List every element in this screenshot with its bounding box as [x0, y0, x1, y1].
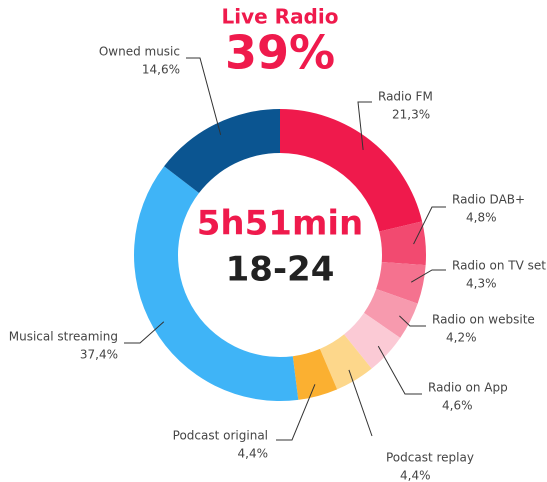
- slice-label: Radio DAB+: [452, 193, 525, 207]
- slice-value-label: 4,6%: [442, 399, 473, 413]
- chart-title: Live Radio: [222, 5, 339, 29]
- leader-line: [410, 269, 446, 283]
- slice-label: Podcast original: [173, 429, 268, 443]
- donut-slice: [319, 334, 372, 390]
- slice-value-label: 14,6%: [142, 63, 180, 77]
- leader-line: [413, 206, 446, 245]
- donut-slice: [280, 109, 423, 232]
- leader-line: [357, 101, 372, 150]
- slice-value-label: 4,4%: [400, 469, 431, 482]
- slice-value-label: 21,3%: [392, 108, 430, 122]
- leader-line: [124, 321, 165, 344]
- donut-slice: [376, 262, 426, 304]
- slice-value-label: 4,8%: [466, 211, 497, 225]
- slice-label: Radio on TV set: [452, 259, 546, 273]
- donut-slice: [364, 288, 418, 338]
- donut-slice: [379, 221, 427, 266]
- slice-value-label: 4,3%: [466, 277, 497, 291]
- slice-value-label: 4,2%: [446, 331, 477, 345]
- center-text: 5h51min: [197, 204, 363, 244]
- headline: 39%: [225, 26, 335, 80]
- slice-label: Musical streaming: [9, 330, 118, 344]
- slice-label: Radio on App: [428, 381, 508, 395]
- donut-slice: [134, 166, 299, 401]
- slice-label: Owned music: [99, 45, 180, 59]
- leader-line: [399, 315, 426, 327]
- slice-label: Podcast replay: [386, 451, 474, 465]
- slice-value-label: 4,4%: [238, 447, 269, 461]
- slice-label: Radio FM: [378, 90, 433, 104]
- leader-line: [377, 345, 422, 395]
- donut-slice: [344, 312, 401, 369]
- leader-line: [186, 57, 222, 135]
- leader-line: [276, 384, 316, 441]
- slice-value-label: 37,4%: [80, 348, 118, 362]
- slice-label: Radio on website: [432, 313, 535, 327]
- donut-slice: [164, 109, 280, 193]
- leader-line: [348, 369, 373, 437]
- donut-slice: [292, 348, 338, 400]
- center-text: 18-24: [226, 250, 335, 290]
